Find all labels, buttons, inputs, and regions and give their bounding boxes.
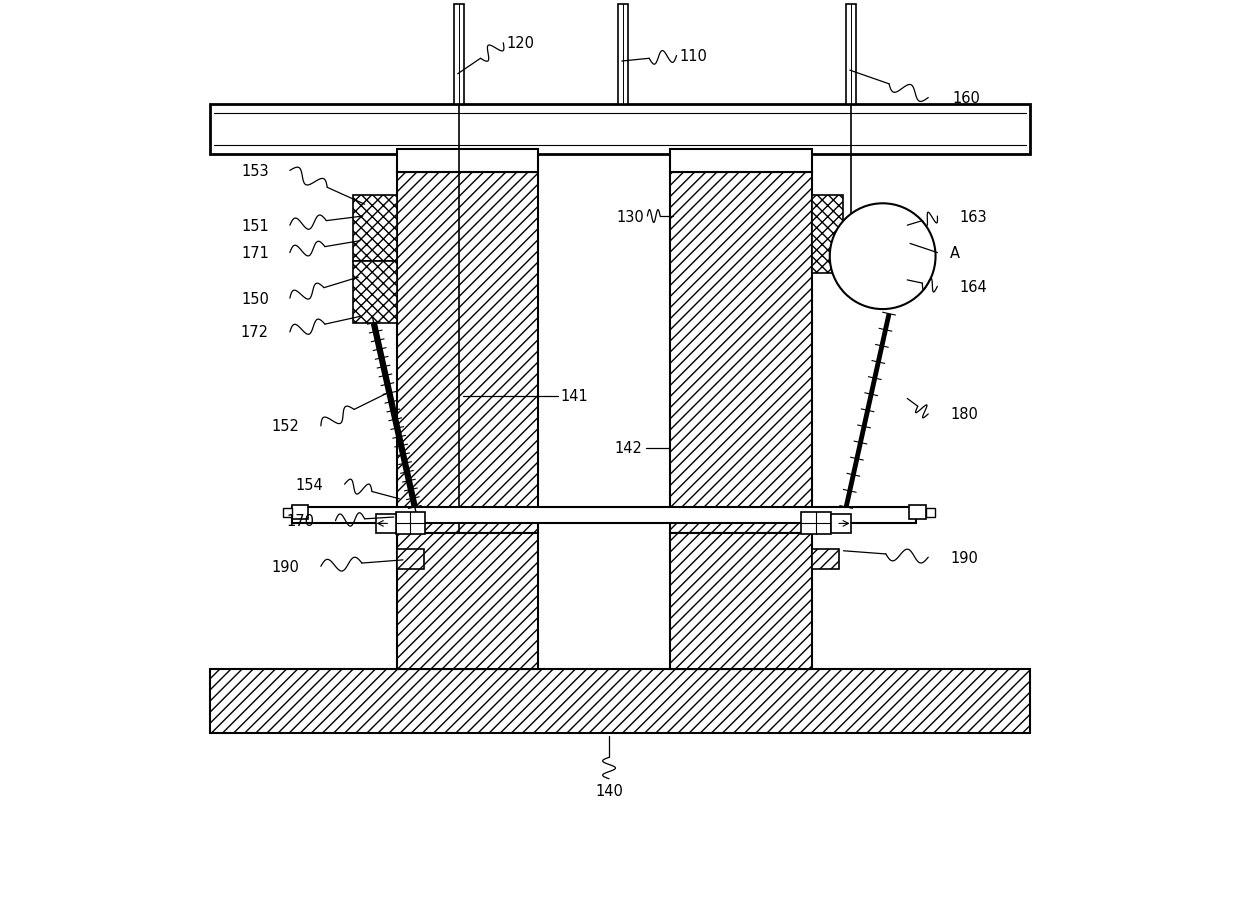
Text: 120: 120 xyxy=(506,36,534,51)
Text: 190: 190 xyxy=(950,550,978,565)
Bar xyxy=(283,508,291,517)
Text: 141: 141 xyxy=(560,389,589,404)
Bar xyxy=(291,506,308,519)
Bar xyxy=(210,105,1030,155)
Bar xyxy=(909,506,925,519)
Bar xyxy=(670,150,811,173)
Bar xyxy=(376,515,396,533)
Text: 164: 164 xyxy=(960,280,987,294)
Bar xyxy=(396,513,425,535)
Bar xyxy=(811,549,839,569)
Text: 160: 160 xyxy=(952,91,981,106)
Bar xyxy=(397,150,538,173)
Bar xyxy=(397,173,538,533)
Bar xyxy=(454,5,464,105)
Text: 150: 150 xyxy=(241,292,269,306)
Bar xyxy=(619,5,629,105)
Text: A: A xyxy=(950,246,960,261)
Text: 152: 152 xyxy=(272,419,299,434)
Text: 163: 163 xyxy=(960,210,987,224)
Text: 140: 140 xyxy=(595,783,622,798)
Bar xyxy=(210,670,1030,733)
Circle shape xyxy=(830,204,935,310)
Text: 171: 171 xyxy=(241,246,269,261)
Bar xyxy=(801,513,831,535)
Text: 170: 170 xyxy=(286,514,315,528)
Text: 110: 110 xyxy=(680,49,707,64)
Text: 151: 151 xyxy=(241,219,269,233)
Bar xyxy=(291,507,916,524)
Text: 172: 172 xyxy=(241,325,269,340)
Text: 153: 153 xyxy=(242,164,269,179)
Bar xyxy=(670,173,811,533)
Bar xyxy=(353,196,397,262)
Text: 180: 180 xyxy=(950,407,978,422)
Bar xyxy=(397,533,538,670)
Text: 190: 190 xyxy=(272,559,299,574)
Bar xyxy=(831,515,851,533)
Bar xyxy=(353,262,397,323)
Text: 130: 130 xyxy=(616,210,645,224)
Bar xyxy=(846,5,856,105)
Text: 154: 154 xyxy=(296,477,324,492)
Text: 142: 142 xyxy=(615,441,642,456)
Bar xyxy=(925,508,935,517)
Bar xyxy=(811,196,843,273)
Bar xyxy=(397,549,424,569)
Bar xyxy=(670,533,811,670)
